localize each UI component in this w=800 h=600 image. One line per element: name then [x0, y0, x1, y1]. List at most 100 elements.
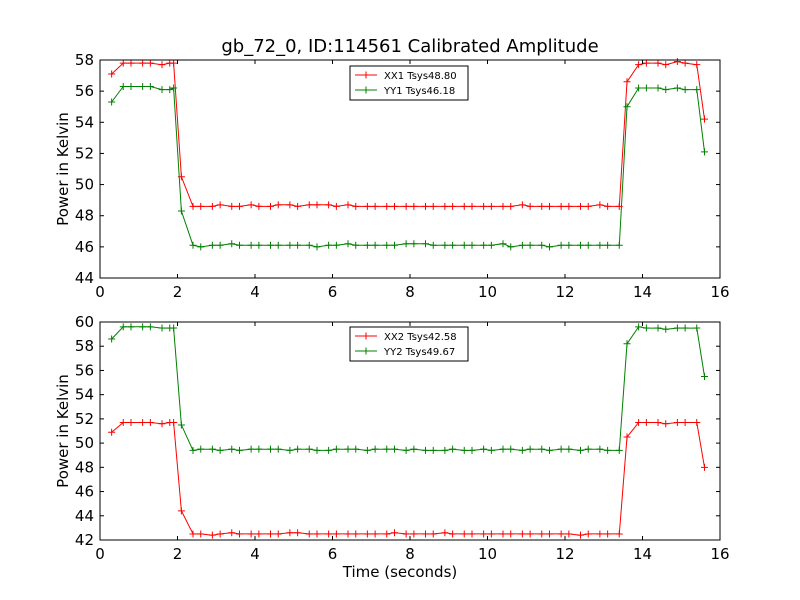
chart-title: gb_72_0, ID:114561 Calibrated Amplitude: [221, 36, 598, 57]
data-point-marker: [119, 82, 127, 90]
data-point-marker: [499, 202, 507, 210]
data-point-marker: [286, 529, 294, 537]
data-point-marker: [422, 240, 429, 248]
data-point-marker: [247, 530, 255, 538]
data-point-marker: [216, 446, 224, 454]
data-point-marker: [507, 202, 515, 210]
data-point-marker: [673, 324, 681, 332]
data-point-marker: [701, 373, 708, 380]
data-point-marker: [480, 445, 488, 453]
data-point-marker: [352, 530, 360, 538]
data-point-marker: [642, 84, 650, 92]
data-point-marker: [546, 202, 553, 210]
data-point-marker: [255, 202, 263, 210]
data-point-marker: [344, 201, 352, 209]
data-point-marker: [518, 530, 526, 538]
data-point-marker: [236, 241, 243, 249]
data-point-marker: [391, 445, 398, 453]
data-point-marker: [146, 323, 154, 331]
data-point-marker: [635, 84, 643, 92]
data-point-marker: [294, 241, 302, 249]
data-point-marker: [274, 445, 282, 453]
data-point-marker: [604, 241, 612, 249]
data-point-marker: [170, 324, 178, 332]
series-line-2: [111, 86, 705, 248]
data-point-marker: [313, 446, 321, 454]
data-point-marker: [518, 241, 526, 249]
x-tick-label: 2: [173, 545, 183, 563]
data-point-marker: [701, 148, 708, 156]
data-point-marker: [197, 202, 205, 210]
data-point-marker: [383, 530, 391, 538]
y-tick-label: 46: [75, 238, 94, 256]
data-point-marker: [146, 82, 154, 90]
data-point-marker: [693, 419, 701, 427]
data-point-marker: [216, 530, 224, 538]
data-point-marker: [294, 445, 302, 453]
data-point-marker: [363, 202, 371, 210]
data-point-marker: [208, 202, 216, 210]
data-point-marker: [701, 115, 708, 123]
data-point-marker: [325, 530, 333, 538]
data-point-marker: [526, 241, 534, 249]
data-point-marker: [499, 530, 507, 538]
y-tick-label: 58: [75, 337, 94, 355]
data-point-marker: [468, 241, 476, 249]
data-point-marker: [228, 445, 236, 453]
data-point-marker: [546, 243, 553, 251]
data-point-marker: [623, 433, 631, 441]
data-point-marker: [596, 241, 604, 249]
legend-marker: [362, 86, 370, 94]
y-tick-label: 48: [75, 207, 94, 225]
data-point-marker: [352, 445, 360, 453]
data-point-marker: [596, 530, 604, 538]
data-point-marker: [208, 445, 216, 453]
data-point-marker: [197, 530, 205, 538]
x-tick-label: 10: [478, 283, 497, 301]
y-tick-label: 54: [75, 386, 94, 404]
data-point-marker: [487, 241, 495, 249]
x-tick-label: 6: [328, 283, 338, 301]
y-tick-label: 50: [75, 434, 94, 452]
data-point-marker: [681, 324, 689, 332]
data-point-marker: [402, 202, 410, 210]
data-point-marker: [642, 324, 650, 332]
data-point-marker: [654, 324, 662, 332]
y-axis-label: Power in Kelvin: [54, 374, 72, 488]
legend-marker: [362, 71, 370, 79]
data-point-marker: [158, 61, 166, 69]
data-point-marker: [119, 323, 127, 331]
data-point-marker: [681, 86, 689, 94]
data-point-marker: [402, 240, 410, 248]
data-point-marker: [197, 445, 205, 453]
data-point-marker: [507, 243, 515, 251]
x-tick-label: 2: [173, 283, 183, 301]
data-point-marker: [313, 530, 321, 538]
data-point-marker: [662, 420, 670, 428]
data-point-marker: [460, 241, 468, 249]
data-point-marker: [119, 419, 127, 427]
data-point-marker: [654, 59, 662, 67]
data-point-marker: [267, 445, 274, 453]
data-point-marker: [565, 445, 573, 453]
data-point-marker: [371, 445, 379, 453]
data-point-marker: [158, 324, 166, 332]
x-tick-label: 8: [405, 283, 415, 301]
data-point-marker: [565, 530, 573, 538]
data-point-marker: [383, 241, 391, 249]
data-point-marker: [577, 531, 584, 539]
data-point-marker: [170, 419, 178, 427]
data-point-marker: [422, 530, 429, 538]
data-point-marker: [538, 530, 546, 538]
data-point-marker: [577, 446, 584, 454]
y-tick-label: 58: [75, 51, 94, 69]
y-tick-label: 52: [75, 410, 94, 428]
series-line-1: [111, 422, 705, 536]
data-point-marker: [127, 323, 135, 331]
data-point-marker: [139, 323, 147, 331]
x-tick-label: 0: [95, 283, 105, 301]
data-point-marker: [352, 241, 360, 249]
data-point-marker: [294, 202, 302, 210]
data-point-marker: [286, 241, 294, 249]
